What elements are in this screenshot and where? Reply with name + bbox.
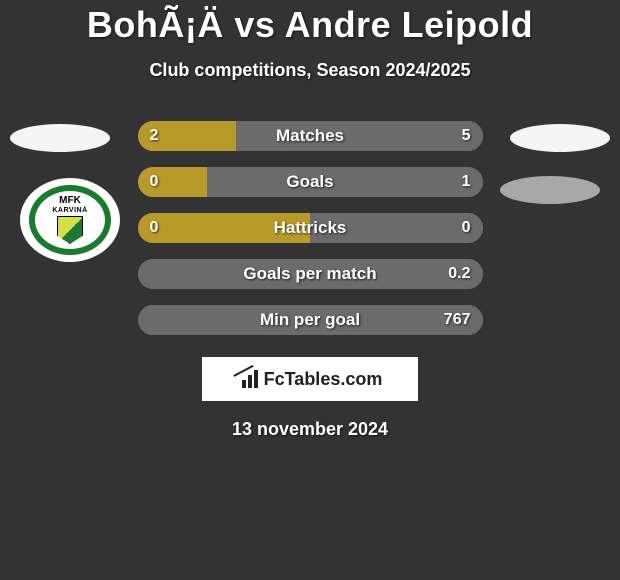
stat-label: Matches — [138, 121, 483, 151]
chart-icon — [238, 370, 260, 388]
stat-label: Goals per match — [138, 259, 483, 289]
stat-row: 25Matches — [138, 121, 483, 151]
stat-row: 0.2Goals per match — [138, 259, 483, 289]
stat-row: 01Goals — [138, 167, 483, 197]
widget-root: BohÃ¡Ä vs Andre Leipold Club competition… — [0, 0, 620, 440]
stat-row: 767Min per goal — [138, 305, 483, 335]
page-subtitle: Club competitions, Season 2024/2025 — [0, 60, 620, 81]
stat-label: Hattricks — [138, 213, 483, 243]
brand-box[interactable]: FcTables.com — [202, 357, 418, 401]
page-title: BohÃ¡Ä vs Andre Leipold — [0, 4, 620, 46]
stat-label: Goals — [138, 167, 483, 197]
stat-label: Min per goal — [138, 305, 483, 335]
stats-list: 25Matches 01Goals 00Hattricks 0.2Goals per … — [0, 121, 620, 335]
footer-date: 13 november 2024 — [0, 419, 620, 440]
stat-row: 00Hattricks — [138, 213, 483, 243]
brand-text: FcTables.com — [264, 369, 383, 390]
